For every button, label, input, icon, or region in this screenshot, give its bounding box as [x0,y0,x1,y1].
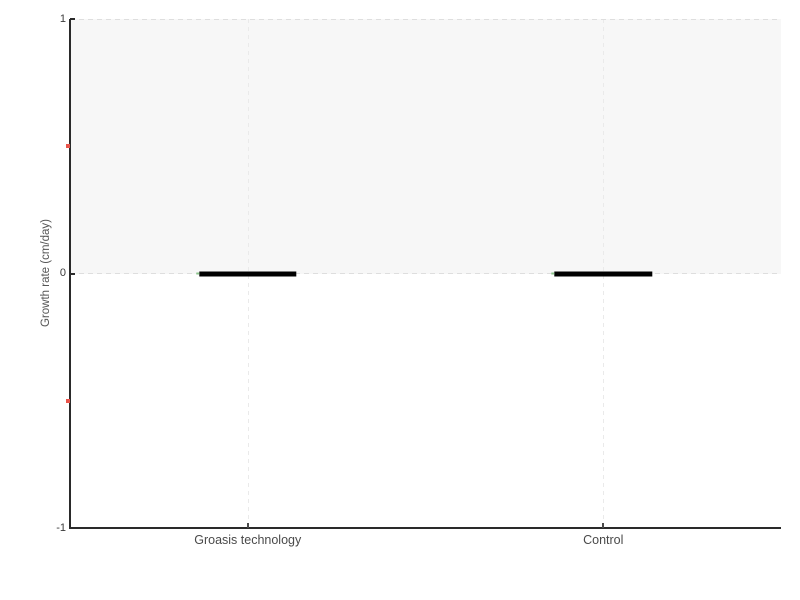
y-axis-tick-label: 1 [59,12,66,25]
y-axis-major-tick [70,272,75,275]
horizontal-gridline [70,18,781,20]
shaded-band [70,19,781,274]
y-axis-tick-label: 0 [59,267,66,279]
data-bar [551,271,652,276]
x-axis-line [69,527,781,529]
y-axis-major-tick [70,18,75,20]
bar-end-green-marker [196,272,200,275]
category-label: Groasis technology [194,533,302,547]
x-axis-tick [246,523,249,528]
horizontal-gridline [70,273,781,274]
y-axis-minor-tick-red [66,398,70,403]
y-axis-major-tick [70,527,75,529]
y-axis-minor-tick-red [66,144,70,149]
category-label: Control [583,533,624,547]
plot-area: Groasis technology Control [69,18,781,547]
x-axis-tick [602,523,605,528]
y-axis-tick-label: -1 [56,521,66,534]
data-bar [196,271,297,276]
bar-end-green-marker [551,272,555,275]
